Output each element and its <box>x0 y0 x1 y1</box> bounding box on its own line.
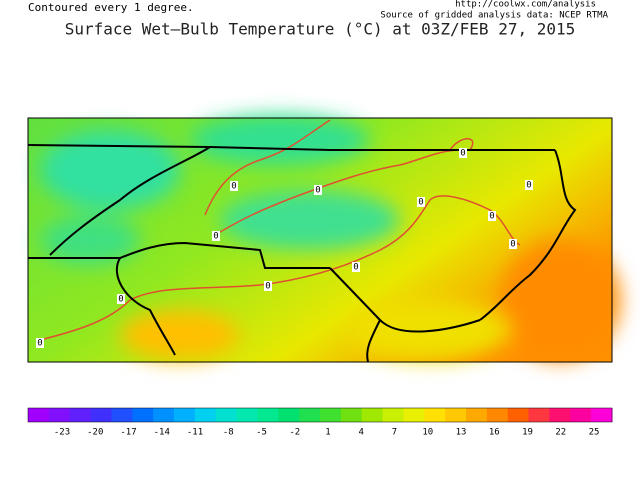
zero-contours <box>39 119 521 341</box>
colorbar-swatch <box>278 408 300 422</box>
colorbar-swatch <box>382 408 404 422</box>
title: Surface Wet–Bulb Temperature (°C) at 03Z… <box>65 20 576 39</box>
colorbar-tick-label: -23 <box>54 428 70 438</box>
colorbar-tick-label: 19 <box>522 428 533 438</box>
colorbar-tick-label: 1 <box>325 428 330 438</box>
colorbar-tick-label: 7 <box>392 428 397 438</box>
contour-label-bg <box>36 338 44 348</box>
colorbar-swatch <box>174 408 196 422</box>
contour-label: 0 <box>37 339 42 349</box>
colorbar-tick-label: -2 <box>289 428 300 438</box>
colorbar-swatch <box>194 408 217 422</box>
contour-label-bg <box>525 180 533 190</box>
colorbar-swatch <box>591 408 613 422</box>
source-note: Source of gridded analysis data: NCEP RT… <box>380 11 608 21</box>
contour-label: 0 <box>460 149 465 159</box>
contour-label-bg <box>509 239 517 249</box>
colorbar-swatch <box>320 408 342 422</box>
colorbar-frame <box>27 407 613 423</box>
contour-note: Contoured every 1 degree. <box>28 1 194 14</box>
colorbar-tick-label: 13 <box>456 428 467 438</box>
contour-label-bg <box>117 294 125 304</box>
contour-label: 0 <box>231 182 236 192</box>
contour-label-bg <box>417 197 425 207</box>
colorbar-swatch <box>111 408 133 422</box>
colorbar-tick-label: 16 <box>489 428 500 438</box>
contour-label-bg <box>314 185 322 195</box>
colorbar-tick-label: 4 <box>359 428 364 438</box>
colorbar-swatch <box>90 408 112 422</box>
contour-label-bg <box>230 181 238 191</box>
colorbar-swatch <box>361 408 384 422</box>
contour-label-bg <box>264 281 272 291</box>
colorbar-swatch <box>466 408 488 422</box>
colorbar: -23 -20 -17 -14 -11 -8 -5 -2 1 4 7 10 13 16 19 22 25 <box>27 407 613 438</box>
colorbar-swatch <box>236 408 258 422</box>
colorbar-swatch <box>215 408 238 422</box>
colorbar-tick-label: -20 <box>87 428 103 438</box>
colorbar-swatch <box>132 408 154 422</box>
colorbar-swatch <box>528 408 550 422</box>
state-borders <box>27 144 577 363</box>
colorbar-tick-label: -5 <box>256 428 267 438</box>
colorbar-swatch <box>403 408 425 422</box>
contour-labels: 0 0 0 0 0 0 0 0 0 0 0 0 <box>36 148 533 349</box>
colorbar-tick-label: 25 <box>589 428 600 438</box>
colorbar-swatch <box>48 408 71 422</box>
colorbar-swatch <box>507 408 530 422</box>
colorbar-tick-label: -11 <box>187 428 203 438</box>
colorbar-swatch <box>445 408 467 422</box>
colorbar-swatch <box>424 408 446 422</box>
contour-label: 0 <box>315 186 320 196</box>
contour-label-bg <box>352 262 360 272</box>
source-url: http://coolwx.com/analysis <box>455 0 596 10</box>
colorbar-swatch <box>340 408 363 422</box>
colorbar-swatch <box>257 408 279 422</box>
colorbar-tick-label: -17 <box>120 428 136 438</box>
contour-label: 0 <box>526 181 531 191</box>
contour-label: 0 <box>353 263 358 273</box>
contour-label-bg <box>488 211 496 221</box>
contour-label: 0 <box>418 198 423 208</box>
colorbar-tick-label: 10 <box>422 428 433 438</box>
colorbar-swatch <box>570 408 592 422</box>
colorbar-swatch <box>69 408 92 422</box>
colorbar-swatch <box>299 408 321 422</box>
contour-label-bg <box>459 148 467 158</box>
map-area <box>27 115 620 363</box>
colorbar-tick-label: 22 <box>555 428 566 438</box>
colorbar-tick-label: -8 <box>223 428 234 438</box>
map-frame <box>27 117 613 363</box>
contour-label: 0 <box>510 240 515 250</box>
contour-label: 0 <box>265 282 270 292</box>
contour-label: 0 <box>489 212 494 222</box>
colorbar-swatch <box>153 408 175 422</box>
contour-label-bg <box>212 231 220 241</box>
colorbar-tick-label: -14 <box>154 428 170 438</box>
contour-label: 0 <box>213 232 218 242</box>
contour-label: 0 <box>118 295 123 305</box>
colorbar-swatch <box>549 408 571 422</box>
colorbar-swatch <box>28 408 50 422</box>
colorbar-swatch <box>486 408 509 422</box>
